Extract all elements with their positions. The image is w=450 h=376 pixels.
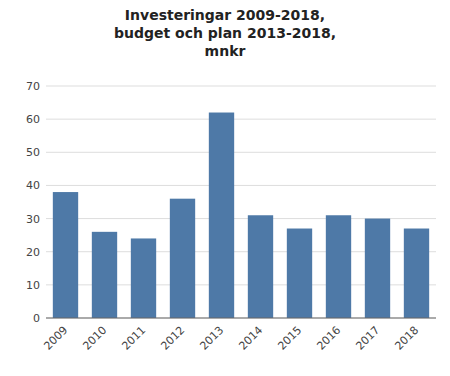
bar — [365, 219, 390, 318]
bar — [92, 232, 117, 318]
chart-container: Investeringar 2009-2018, budget och plan … — [0, 0, 450, 376]
y-tick-label: 10 — [26, 279, 40, 292]
x-tick-label: 2009 — [41, 324, 70, 353]
bar — [209, 113, 234, 318]
x-tick-label: 2018 — [392, 324, 421, 353]
grid-line — [46, 119, 436, 120]
title-line: mnkr — [205, 43, 246, 59]
title-line: Investeringar 2009-2018, — [125, 7, 325, 23]
x-tick-label: 2011 — [119, 324, 148, 353]
x-axis-line — [46, 318, 436, 319]
x-axis: 2009 2010 2011 2012 2013 2014 2015 2016 2017 2018 — [41, 324, 421, 353]
x-tick-label: 2014 — [236, 324, 265, 353]
x-tick-label: 2012 — [158, 324, 187, 353]
grid-line — [46, 185, 436, 186]
bars — [53, 113, 429, 318]
bar — [53, 192, 78, 318]
y-tick-label: 0 — [33, 312, 40, 325]
bar — [404, 229, 429, 318]
x-tick-label: 2015 — [275, 324, 304, 353]
x-tick-label: 2016 — [314, 324, 343, 353]
title-line: budget och plan 2013-2018, — [114, 25, 336, 41]
y-tick-label: 20 — [26, 246, 40, 259]
y-tick-label: 30 — [26, 213, 40, 226]
x-tick-label: 2010 — [80, 324, 109, 353]
grid-line — [46, 152, 436, 153]
y-axis: 0 10 20 30 40 50 60 70 — [26, 80, 436, 325]
x-tick-label: 2013 — [197, 324, 226, 353]
y-tick-label: 60 — [26, 113, 40, 126]
grid-line — [46, 86, 436, 87]
bar — [287, 229, 312, 318]
chart-title: Investeringar 2009-2018, budget och plan … — [114, 7, 336, 59]
y-tick-label: 70 — [26, 80, 40, 93]
chart-svg: Investeringar 2009-2018, budget och plan … — [0, 0, 450, 376]
grid-line — [46, 318, 436, 319]
bar — [170, 199, 195, 318]
y-tick-label: 40 — [26, 179, 40, 192]
x-tick-label: 2017 — [353, 324, 382, 353]
bar — [326, 215, 351, 318]
bar — [131, 238, 156, 318]
y-tick-label: 50 — [26, 146, 40, 159]
bar — [248, 215, 273, 318]
